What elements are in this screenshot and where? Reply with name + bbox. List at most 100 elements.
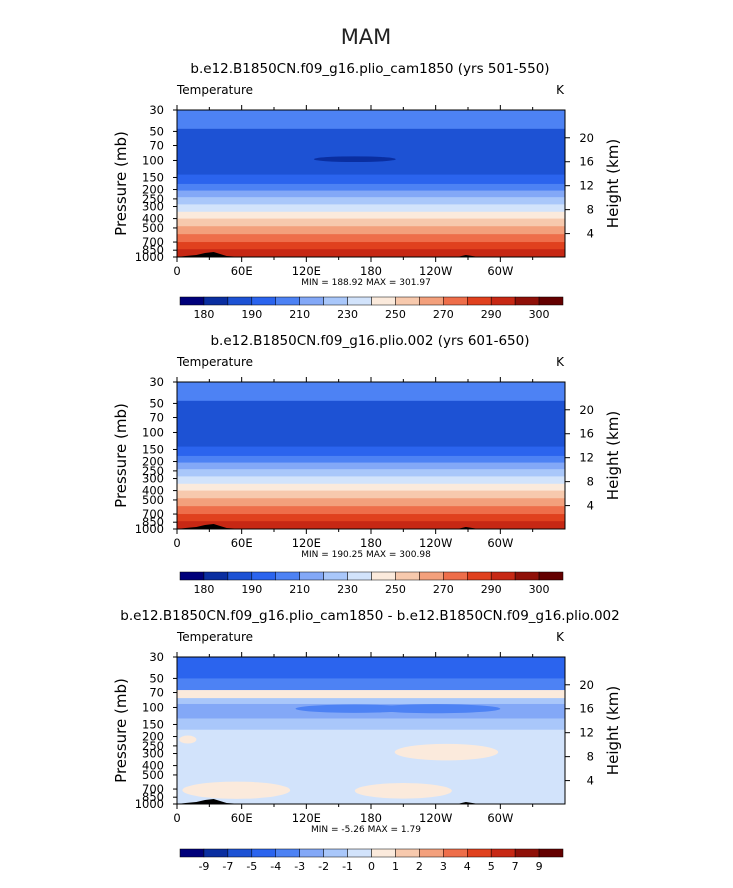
- colorbar-label: 2: [416, 860, 423, 873]
- colorbar-label: 290: [481, 308, 502, 321]
- panel-title: b.e12.B1850CN.f09_g16.plio_cam1850 - b.e…: [120, 608, 619, 624]
- colorbar-swatch: [251, 296, 276, 306]
- min-max-stats: MIN = -5.26 MAX = 1.79: [311, 825, 421, 835]
- temperature-band-8: [177, 483, 565, 492]
- y-tick-label: 100: [142, 425, 164, 439]
- colorbar-swatch: [538, 571, 564, 581]
- colorbar-label: 300: [529, 308, 550, 321]
- y-tick-label: 500: [142, 768, 164, 782]
- colorbar-swatch: [227, 571, 253, 581]
- colorbar-label: 3: [440, 860, 447, 873]
- colorbar-label: 0: [368, 860, 375, 873]
- height-tick-label: 8: [587, 203, 594, 217]
- height-tick-label: 12: [579, 451, 594, 465]
- colorbar-swatch: [227, 296, 253, 306]
- field-label: Temperature: [176, 83, 253, 97]
- colorbar-label: 250: [385, 308, 406, 321]
- colorbar-swatch: [275, 571, 300, 581]
- plot-area: [177, 657, 565, 804]
- x-tick-label: 120W: [419, 264, 452, 278]
- y-tick-label: 30: [149, 103, 164, 117]
- colorbar-label: -7: [222, 860, 233, 873]
- y-tick-label: 400: [142, 212, 164, 226]
- x-tick-label: 120E: [292, 264, 321, 278]
- temperature-band-3: [177, 690, 565, 699]
- temperature-band-6: [177, 718, 565, 731]
- colorbar-label: -2: [318, 860, 329, 873]
- y-tick-label: 500: [142, 493, 164, 507]
- contour-feature-6: [354, 783, 452, 799]
- colorbar-swatch: [395, 848, 420, 858]
- field-label: Temperature: [176, 355, 253, 369]
- y-tick-label: 700: [142, 507, 164, 521]
- colorbar-swatch: [299, 848, 324, 858]
- colorbar-label: 190: [241, 308, 262, 321]
- y-right-axis-title: Height (km): [604, 139, 622, 228]
- colorbar-swatch: [203, 571, 229, 581]
- colorbar-label: 250: [385, 583, 406, 596]
- y-tick-label: 700: [142, 235, 164, 249]
- colorbar-label: 290: [481, 583, 502, 596]
- colorbar-label: 4: [464, 860, 471, 873]
- y-axis-title: Pressure (mb): [112, 131, 130, 236]
- temperature-band-4: [177, 698, 565, 705]
- panel-2: b.e12.B1850CN.f09_g16.plio.002 (yrs 601-…: [112, 333, 622, 596]
- temperature-band-4: [177, 183, 565, 192]
- colorbar-label: 7: [512, 860, 519, 873]
- y-tick-label: 300: [142, 747, 164, 761]
- colorbar-swatch: [203, 296, 229, 306]
- colorbar-swatch: [275, 296, 300, 306]
- y-tick-label: 50: [149, 671, 164, 685]
- temperature-band-9: [177, 490, 565, 499]
- colorbar-swatch: [179, 296, 205, 306]
- colorbar-label: 270: [433, 583, 454, 596]
- colorbar-swatch: [514, 571, 540, 581]
- panel-1: b.e12.B1850CN.f09_g16.plio_cam1850 (yrs …: [112, 61, 622, 321]
- colorbar-swatch: [443, 296, 468, 306]
- height-tick-label: 20: [579, 678, 594, 692]
- temperature-band-10: [177, 226, 565, 235]
- plot-area: [177, 382, 565, 529]
- temperature-band-1: [177, 110, 565, 130]
- colorbar-label: 5: [488, 860, 495, 873]
- y-axis-title: Pressure (mb): [112, 403, 130, 508]
- colorbar-label: 270: [433, 308, 454, 321]
- min-max-stats: MIN = 190.25 MAX = 300.98: [301, 550, 431, 560]
- y-tick-label: 300: [142, 472, 164, 486]
- y-tick-label: 250: [142, 464, 164, 478]
- height-tick-label: 8: [587, 750, 594, 764]
- x-tick-label: 120W: [419, 811, 452, 825]
- y-tick-label: 50: [149, 124, 164, 138]
- y-tick-label: 150: [142, 717, 164, 731]
- contour-feature-2: [371, 704, 501, 714]
- colorbar-swatch: [251, 848, 276, 858]
- colorbar-swatch: [323, 848, 348, 858]
- colorbar-label: 1: [392, 860, 399, 873]
- temperature-band-12: [177, 514, 565, 522]
- temperature-band-1: [177, 382, 565, 402]
- colorbar-label: 300: [529, 583, 550, 596]
- season-title: MAM: [341, 25, 392, 49]
- x-tick-label: 60E: [231, 536, 253, 550]
- colorbar-swatch: [179, 571, 205, 581]
- y-tick-label: 150: [142, 442, 164, 456]
- y-tick-label: 1000: [135, 797, 164, 811]
- x-tick-label: 180: [360, 264, 382, 278]
- colorbar-swatch: [443, 571, 468, 581]
- y-axis-title: Pressure (mb): [112, 678, 130, 783]
- y-tick-label: 850: [142, 243, 164, 257]
- contour-feature-5: [182, 781, 291, 799]
- colorbar-swatch: [490, 848, 516, 858]
- height-tick-label: 20: [579, 403, 594, 417]
- y-tick-label: 400: [142, 759, 164, 773]
- colorbar-label: 180: [193, 308, 214, 321]
- plot-area: [177, 110, 565, 257]
- colorbar-swatch: [203, 848, 229, 858]
- temperature-band-2: [177, 400, 565, 448]
- colorbar-swatch: [395, 571, 420, 581]
- colorbar-swatch: [347, 848, 372, 858]
- colorbar-swatch: [467, 848, 492, 858]
- panels: b.e12.B1850CN.f09_g16.plio_cam1850 (yrs …: [112, 61, 622, 873]
- panel-title: b.e12.B1850CN.f09_g16.plio_cam1850 (yrs …: [190, 61, 549, 77]
